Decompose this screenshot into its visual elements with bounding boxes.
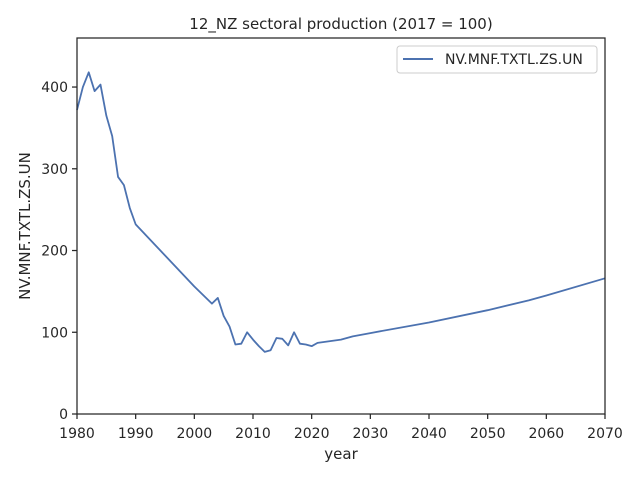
x-axis-title: year bbox=[324, 445, 358, 463]
y-tick-label: 200 bbox=[41, 244, 68, 260]
y-tick-label: 0 bbox=[59, 407, 68, 423]
x-tick-label: 1990 bbox=[118, 426, 154, 442]
series-line bbox=[76, 71, 606, 353]
x-tick-label: 2020 bbox=[294, 426, 330, 442]
legend: NV.MNF.TXTL.ZS.UN bbox=[396, 45, 598, 74]
x-tick-label: 2010 bbox=[235, 426, 271, 442]
x-tick-label: 2050 bbox=[470, 426, 506, 442]
series-layer bbox=[76, 71, 606, 353]
y-axis-ticks: 0 100 200 300 400 bbox=[41, 80, 77, 423]
x-tick-label: 2040 bbox=[411, 426, 447, 442]
y-axis-title: NV.MNF.TXTL.ZS.UN bbox=[16, 152, 34, 300]
y-tick-label: 300 bbox=[41, 162, 68, 178]
y-tick-label: 400 bbox=[41, 80, 68, 96]
x-tick-label: 1980 bbox=[59, 426, 95, 442]
y-tick-label: 100 bbox=[41, 325, 68, 341]
legend-box bbox=[396, 45, 598, 74]
legend-label: NV.MNF.TXTL.ZS.UN bbox=[445, 52, 583, 68]
plot-area-frame bbox=[76, 37, 606, 415]
x-tick-label: 2000 bbox=[177, 426, 213, 442]
x-axis-ticks: 1980 1990 2000 2010 2020 2030 2040 2050 2060 2070 bbox=[59, 414, 623, 442]
x-tick-label: 2030 bbox=[353, 426, 389, 442]
chart-title: 12_NZ sectoral production (2017 = 100) bbox=[189, 15, 492, 34]
x-tick-label: 2060 bbox=[529, 426, 565, 442]
x-tick-label: 2070 bbox=[587, 426, 623, 442]
